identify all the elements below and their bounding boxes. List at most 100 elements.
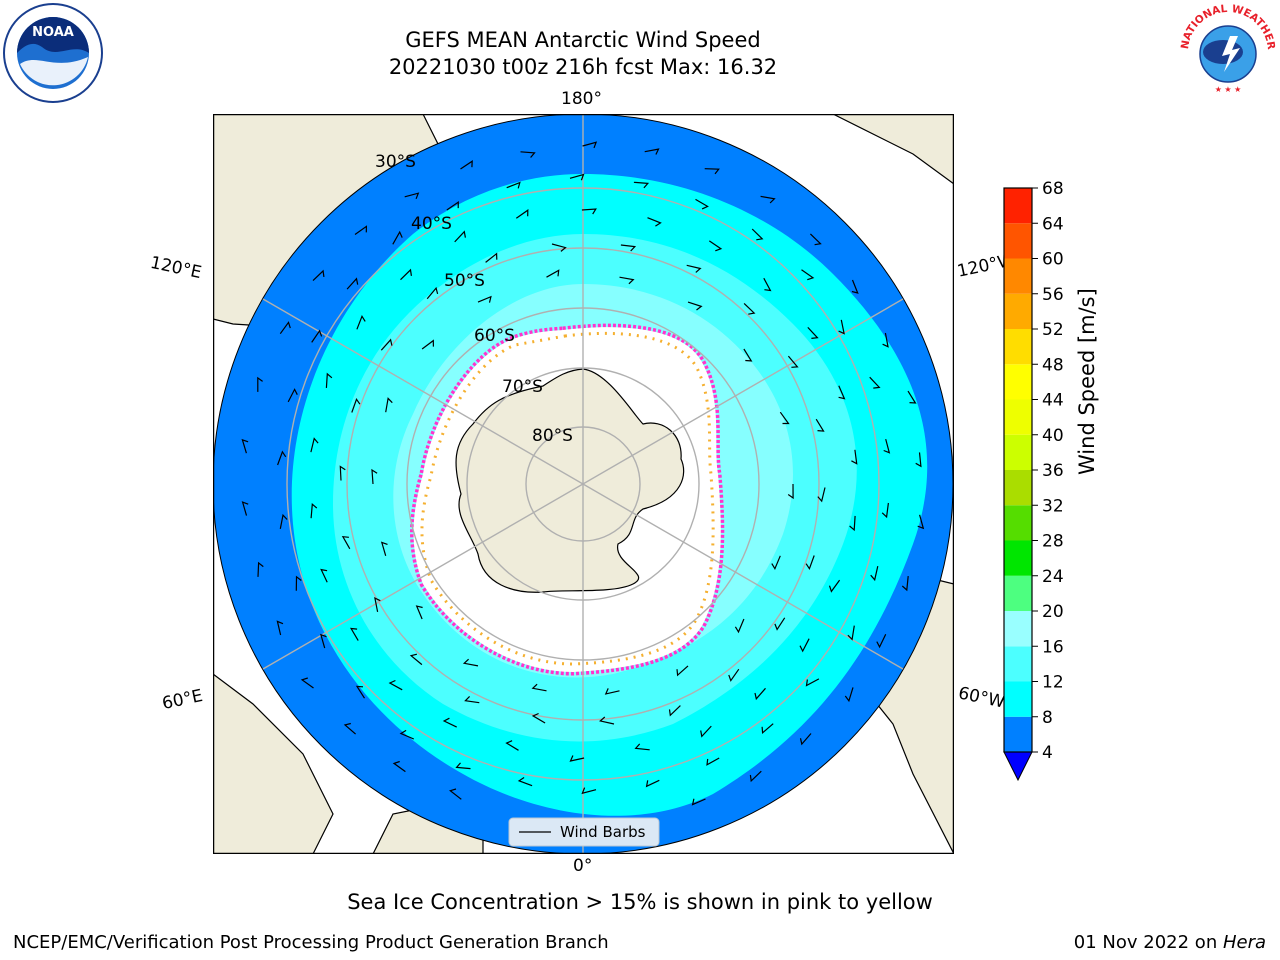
wind-barb xyxy=(691,798,706,806)
wind-barb xyxy=(760,195,776,204)
wind-barb xyxy=(851,449,858,465)
colorbar-tick-label: 16 xyxy=(1042,637,1064,657)
colorbar-tick-label: 68 xyxy=(1042,179,1064,199)
wind-barb xyxy=(320,568,328,583)
chart-subtitle: 20221030 t00z 216h fcst Max: 16.32 xyxy=(388,55,778,79)
wind-barb xyxy=(599,716,615,725)
wind-barb xyxy=(311,329,323,343)
wind-barb xyxy=(300,677,314,689)
colorbar-cell xyxy=(1004,505,1032,541)
wind-barb xyxy=(385,397,393,413)
wind-barb xyxy=(339,465,346,481)
wind-barb xyxy=(882,332,889,348)
colorbar-tick-label: 4 xyxy=(1042,743,1053,763)
wind-barb xyxy=(569,173,585,181)
lat-label-50s: 50°S xyxy=(444,271,485,291)
lat-label-40s: 40°S xyxy=(411,214,452,234)
wind-barb xyxy=(546,269,560,278)
wind-barb xyxy=(415,605,423,620)
wind-barb xyxy=(633,181,650,189)
wind-barb xyxy=(241,501,249,516)
wind-barb xyxy=(849,515,856,532)
wind-barb xyxy=(392,760,406,773)
wind-barb xyxy=(460,160,473,170)
wind-barb xyxy=(392,230,403,245)
wind-barb xyxy=(371,468,378,485)
colorbar-cell xyxy=(1004,681,1032,717)
wind-barb xyxy=(506,181,521,189)
lon-label-120e: 120°E xyxy=(148,252,204,284)
lat-label-80s: 80°S xyxy=(532,426,573,446)
antarctica xyxy=(455,368,685,593)
lon-label-60e: 60°E xyxy=(160,685,205,715)
colorbar-tick-label: 52 xyxy=(1042,320,1064,340)
wind-barb xyxy=(485,252,498,263)
wind-barb xyxy=(881,502,889,519)
wind-barb xyxy=(708,240,723,252)
wind-barb xyxy=(734,618,745,634)
lat-label-70s: 70°S xyxy=(502,377,543,397)
colorbar-tick-label: 12 xyxy=(1042,673,1064,693)
wind-barb xyxy=(771,555,781,571)
wind-barb xyxy=(799,638,810,653)
wind-barb xyxy=(787,355,799,368)
wind-barb xyxy=(619,276,635,285)
wind-barb xyxy=(917,514,925,530)
wind-barb xyxy=(787,483,794,500)
wind-barb xyxy=(749,770,762,783)
wind-barb xyxy=(801,269,815,281)
colorbar-tick-label: 28 xyxy=(1042,532,1064,552)
wind-barb xyxy=(354,225,368,235)
wind-barb xyxy=(779,411,790,425)
wind-barb xyxy=(743,348,753,362)
wind-barb xyxy=(276,620,284,636)
wind-barb xyxy=(870,565,879,582)
colorbar-cell xyxy=(1004,540,1032,576)
wind-barb xyxy=(828,579,841,593)
svg-text:NOAA: NOAA xyxy=(32,25,74,40)
wind-barb xyxy=(464,695,480,704)
colorbar-tick-label: 32 xyxy=(1042,496,1064,516)
wind-barb xyxy=(581,208,597,215)
wind-barbs xyxy=(241,141,925,806)
wind-barb xyxy=(620,244,637,252)
wind-barb xyxy=(805,678,820,687)
wind-barb xyxy=(454,230,466,243)
colorbar-cell xyxy=(1004,329,1032,365)
wind-barb xyxy=(515,209,529,219)
wind-barb xyxy=(582,141,598,149)
wind-barb xyxy=(581,787,597,795)
wind-barb xyxy=(341,535,351,550)
wind-barb xyxy=(807,326,819,339)
colorbar-cell xyxy=(1004,470,1032,506)
wind-barb xyxy=(257,376,263,392)
wind-barb xyxy=(421,339,434,350)
wind-barb xyxy=(446,200,459,211)
wind-barb xyxy=(388,679,403,691)
wind-barb xyxy=(409,653,423,666)
wind-barb xyxy=(310,437,319,453)
lat-label-60s: 60°S xyxy=(474,326,515,346)
wind-barb xyxy=(647,217,662,227)
wind-barb xyxy=(320,633,327,649)
wind-barb xyxy=(343,722,356,735)
legend-label: Wind Barbs xyxy=(560,823,646,841)
wind-barb xyxy=(706,757,720,766)
footer-date: 01 Nov 2022 on Hera xyxy=(1073,932,1266,953)
colorbar-tick-label: 48 xyxy=(1042,355,1064,375)
lon-label-0: 0° xyxy=(573,856,593,876)
wind-barb xyxy=(644,148,660,155)
wind-barb xyxy=(805,555,815,571)
wind-barb xyxy=(668,705,681,717)
wind-barb xyxy=(399,729,415,740)
wind-barb xyxy=(763,277,772,292)
wind-barb xyxy=(380,338,393,351)
wind-barb xyxy=(817,487,826,503)
wind-barb xyxy=(279,321,291,335)
wind-barb xyxy=(700,725,712,738)
nws-logo: NATIONAL WEATHER SERVICE ★ ★ ★ xyxy=(1178,2,1277,100)
wind-barb xyxy=(704,168,720,175)
colorbar-cell xyxy=(1004,575,1032,611)
wind-barb xyxy=(815,418,825,432)
wind-barb xyxy=(569,755,585,762)
